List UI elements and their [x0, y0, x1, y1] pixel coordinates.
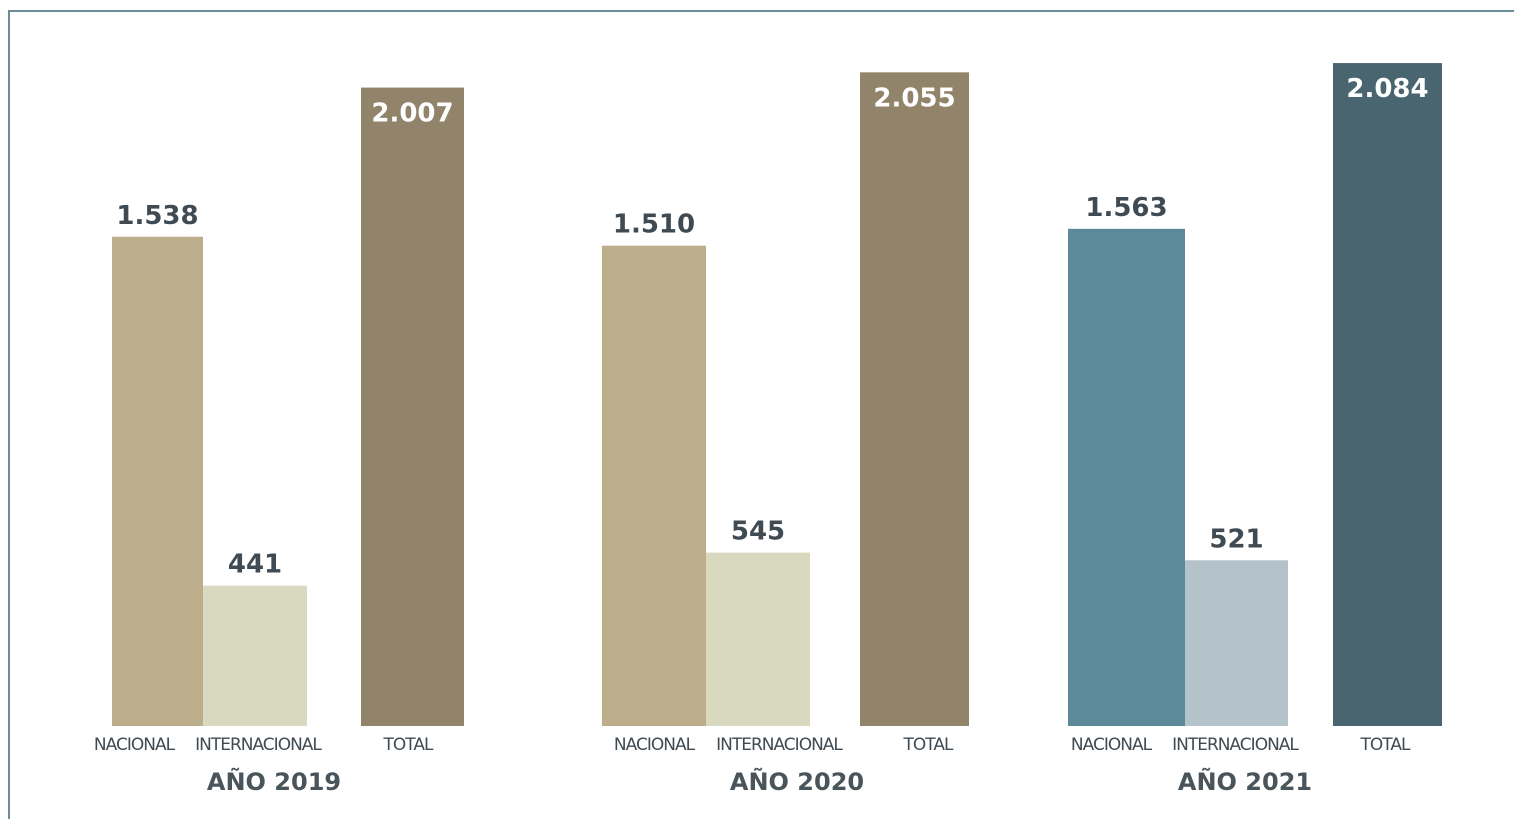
group-label: AÑO 2021 [1178, 767, 1312, 796]
data-label: 1.538 [116, 201, 198, 231]
tick-label: TOTAL [1360, 735, 1411, 755]
data-label: 1.510 [613, 210, 695, 240]
tick-label: INTERNACIONAL [195, 735, 322, 755]
tick-label: INTERNACIONAL [716, 735, 843, 755]
bar-group: 1.563 NACIONAL 521 INTERNACIONAL 2.084 TOTAL A… [1068, 63, 1442, 796]
chart-frame [8, 10, 1514, 819]
bar-group: 1.510 NACIONAL 545 INTERNACIONAL 2.055 TOTAL A… [602, 72, 969, 796]
data-label: 441 [228, 550, 282, 580]
tick-label: TOTAL [383, 735, 434, 755]
tick-label: INTERNACIONAL [1172, 735, 1299, 755]
data-label: 2.055 [873, 83, 955, 113]
tick-label: NACIONAL [614, 735, 696, 755]
data-label: 545 [731, 517, 785, 547]
data-label: 2.007 [371, 99, 453, 129]
bar-internacional [706, 552, 810, 726]
tick-label: NACIONAL [1071, 735, 1153, 755]
data-label: 1.563 [1085, 193, 1167, 223]
tick-label: NACIONAL [94, 735, 176, 755]
data-label: 2.084 [1346, 74, 1428, 104]
bar-internacional [203, 585, 307, 726]
data-label: 521 [1209, 524, 1263, 554]
bar-nacional [112, 236, 203, 726]
bar-group: 1.538 NACIONAL 441 INTERNACIONAL 2.007 TOTAL A… [94, 87, 464, 796]
bar-total [1333, 63, 1442, 726]
bar-total [860, 72, 969, 727]
group-label: AÑO 2019 [207, 767, 341, 796]
bar-nacional [1068, 228, 1185, 726]
bar-nacional [602, 245, 706, 726]
tick-label: TOTAL [903, 735, 954, 755]
bar-internacional [1185, 560, 1288, 726]
group-label: AÑO 2020 [730, 767, 864, 796]
bar-total [361, 87, 464, 726]
